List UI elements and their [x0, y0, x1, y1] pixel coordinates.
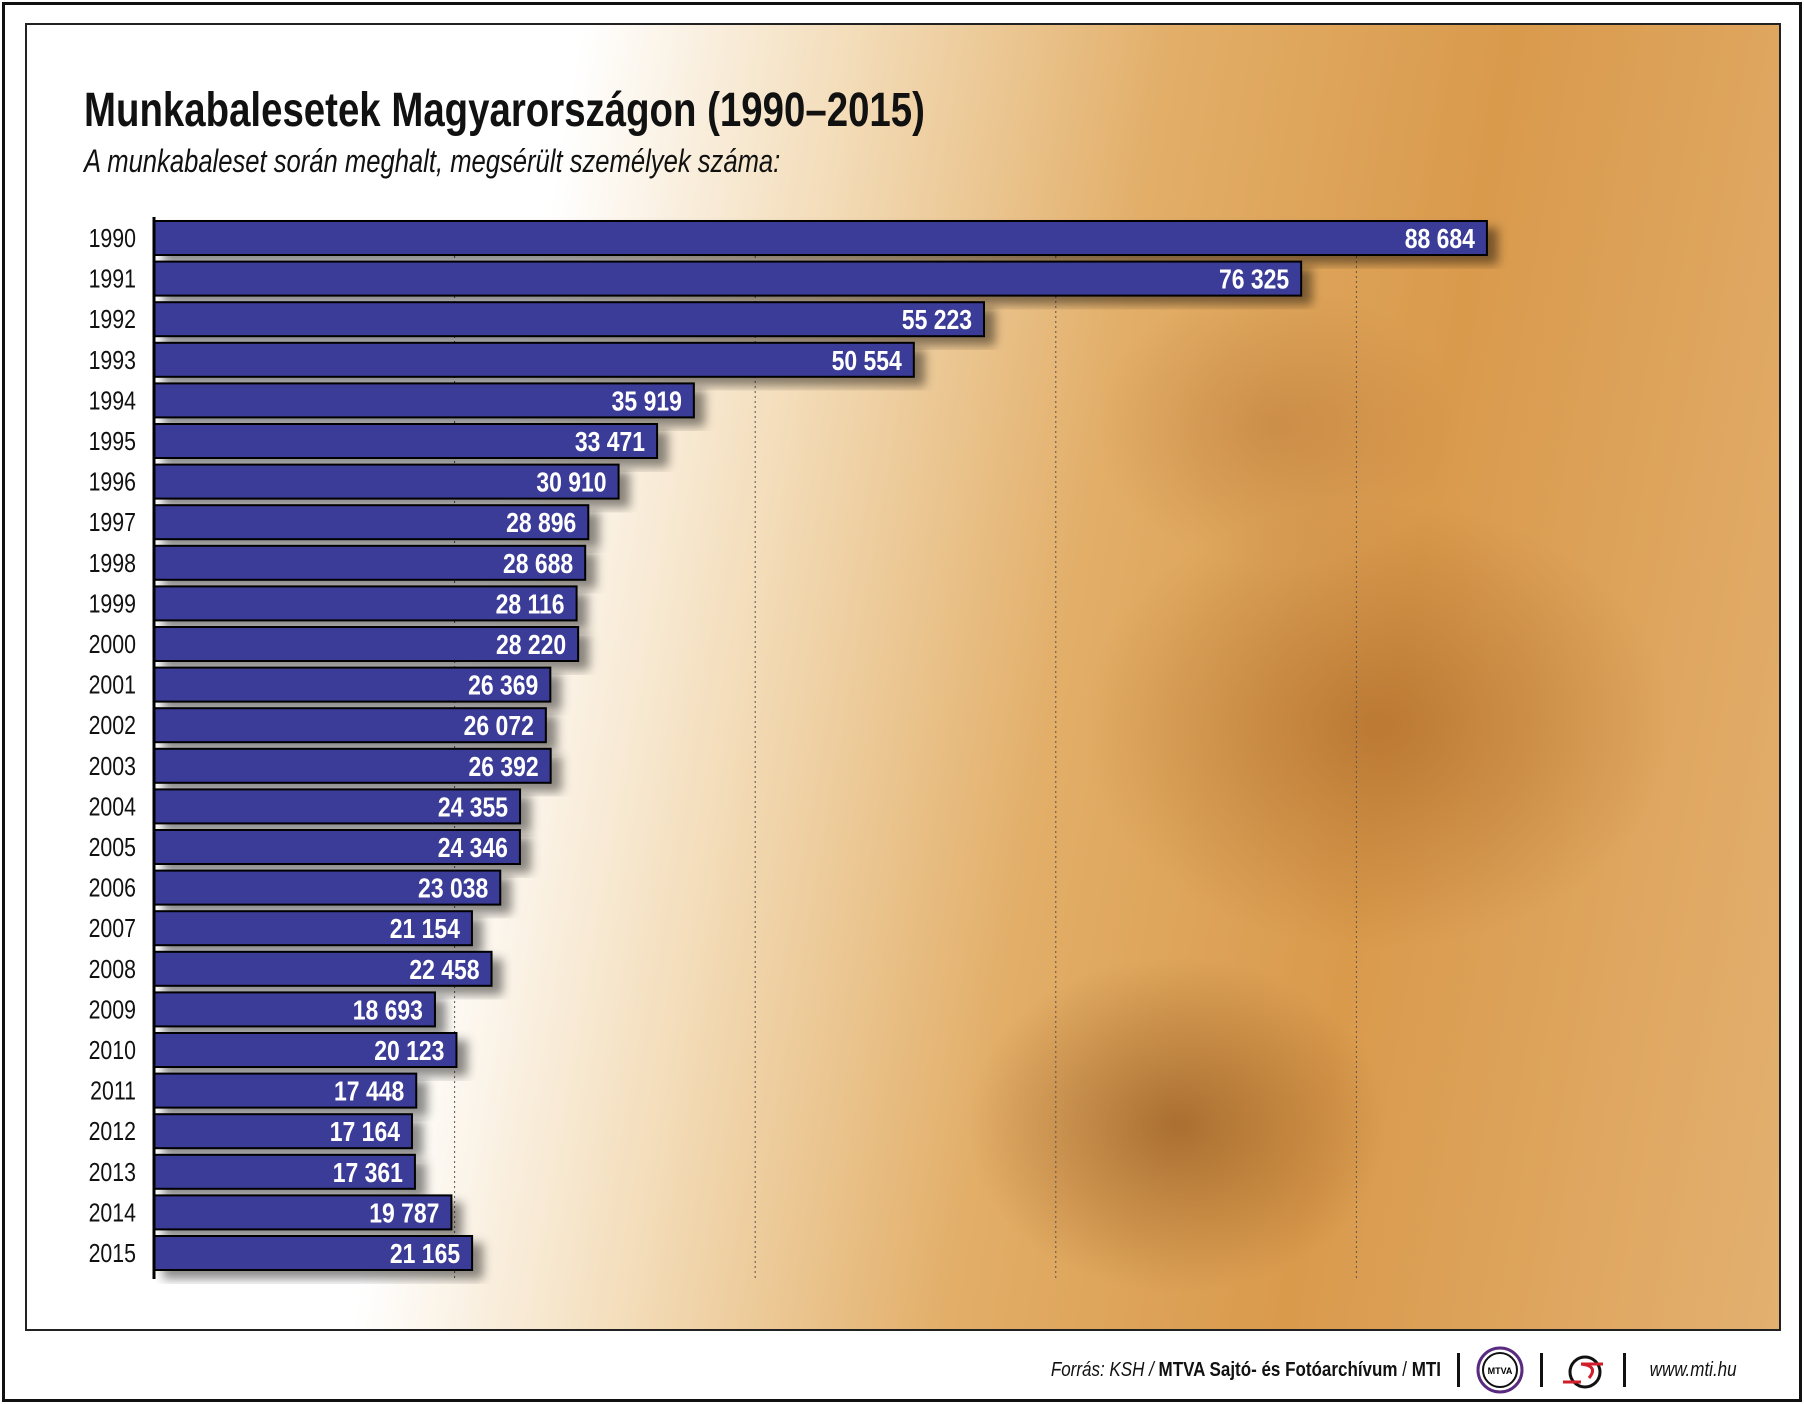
- bar-2009: [153, 991, 436, 1028]
- value-label: 21 165: [390, 1239, 460, 1270]
- divider: [1456, 1353, 1460, 1387]
- year-label: 1991: [89, 265, 136, 295]
- bar-2011: [153, 1072, 418, 1109]
- value-label: 24 346: [438, 833, 508, 864]
- year-label: 2014: [89, 1198, 136, 1228]
- bar-2015: [153, 1235, 474, 1271]
- mtva-logo: MTVA: [1476, 1346, 1524, 1394]
- chart-subtitle: A munkabaleset során meghalt, megsérült …: [84, 143, 781, 179]
- year-label: 2007: [89, 914, 136, 944]
- year-label: 2012: [89, 1117, 136, 1147]
- year-label: 1997: [89, 508, 136, 538]
- value-label: 35 919: [612, 386, 682, 417]
- bar-2007: [153, 910, 473, 947]
- year-label: 2004: [89, 792, 136, 822]
- year-label: 2001: [89, 671, 136, 701]
- source-text: Forrás: KSH / MTVA Sajtó- és Fotóarchívu…: [1051, 1359, 1441, 1382]
- year-label: 2009: [89, 995, 136, 1025]
- year-label: 2010: [89, 1036, 136, 1066]
- bar-2014: [153, 1194, 453, 1231]
- footer: Forrás: KSH / MTVA Sajtó- és Fotóarchívu…: [982, 1346, 1744, 1394]
- bar-2006: [153, 869, 502, 906]
- bar-2008: [153, 950, 493, 987]
- year-label: 2005: [89, 833, 136, 863]
- bar-2001: [153, 666, 552, 703]
- value-label: 33 471: [575, 427, 645, 458]
- year-label: 1995: [89, 427, 136, 457]
- bar-2005: [153, 829, 521, 865]
- value-label: 28 220: [496, 630, 566, 661]
- divider: [1539, 1353, 1543, 1387]
- value-label: 50 554: [832, 346, 903, 377]
- value-label: 28 688: [503, 549, 573, 580]
- year-label: 1998: [89, 549, 136, 579]
- value-label: 26 369: [468, 671, 538, 702]
- value-label: 21 154: [390, 914, 461, 945]
- value-label: 28 896: [506, 508, 576, 539]
- value-label: 17 361: [333, 1158, 403, 1189]
- year-label: 2008: [89, 955, 136, 985]
- mti-logo: [1562, 1355, 1603, 1389]
- source-mti: MTI: [1411, 1358, 1441, 1381]
- year-label: 1992: [89, 305, 136, 335]
- value-label: 76 325: [1219, 265, 1289, 296]
- year-label: 2006: [89, 874, 136, 904]
- bar-1994: [153, 382, 695, 419]
- year-label: 2011: [90, 1077, 136, 1107]
- year-label: 1994: [89, 386, 136, 416]
- year-label: 2002: [89, 711, 136, 741]
- value-label: 26 392: [468, 752, 538, 783]
- bar-2000: [153, 626, 580, 662]
- bar-1992: [153, 301, 986, 338]
- bar-2002: [153, 707, 547, 744]
- value-label: 20 123: [374, 1036, 444, 1067]
- value-label: 26 072: [464, 711, 534, 742]
- value-label: 17 164: [330, 1117, 401, 1148]
- value-label: 17 448: [334, 1077, 404, 1108]
- source-prefix: Forrás: KSH /: [1050, 1358, 1159, 1381]
- divider: [1622, 1353, 1626, 1387]
- bar-1993: [153, 341, 915, 378]
- bar-chart: 1990 88 684 1991 76 325 1992 55 223 1993 50 554…: [89, 217, 1488, 1279]
- year-label: 2015: [89, 1239, 136, 1269]
- bar-1991: [153, 260, 1303, 297]
- value-label: 88 684: [1405, 224, 1476, 255]
- value-label: 24 355: [438, 792, 508, 823]
- website-link[interactable]: www.mti.hu: [1649, 1358, 1737, 1381]
- year-label: 2013: [89, 1158, 136, 1188]
- svg-text:MTVA: MTVA: [1487, 1366, 1512, 1376]
- value-label: 23 038: [418, 874, 488, 905]
- source-archive: MTVA Sajtó- és Fotóarchívum: [1158, 1358, 1398, 1381]
- year-label: 2000: [89, 630, 136, 660]
- value-label: 55 223: [902, 305, 972, 336]
- bar-2010: [153, 1032, 458, 1068]
- chart-panel: Munkabalesetek Magyarországon (1990–2015…: [25, 23, 1781, 1331]
- year-label: 1996: [89, 468, 136, 498]
- value-label: 22 458: [409, 955, 479, 986]
- bar-2004: [153, 788, 522, 825]
- bar-2012: [153, 1113, 413, 1150]
- value-label: 18 693: [353, 995, 423, 1026]
- value-label: 19 787: [369, 1198, 439, 1229]
- value-label: 30 910: [536, 468, 606, 499]
- bar-1990: [153, 220, 1488, 256]
- year-label: 1999: [89, 589, 136, 619]
- chart-title: Munkabalesetek Magyarországon (1990–2015…: [84, 84, 925, 137]
- source-separator: /: [1397, 1358, 1412, 1381]
- year-label: 2003: [89, 752, 136, 782]
- value-label: 28 116: [496, 589, 565, 620]
- year-label: 1993: [89, 346, 136, 376]
- year-label: 1990: [89, 224, 136, 254]
